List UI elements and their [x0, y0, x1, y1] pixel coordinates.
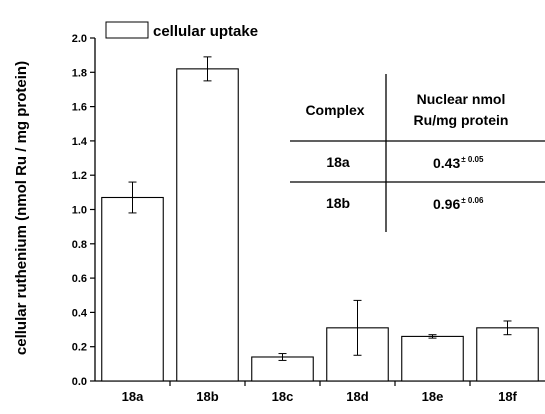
- y-tick-label: 2.0: [72, 33, 87, 45]
- y-tick-label: 0.8: [72, 239, 87, 251]
- bar-18e: [401, 335, 464, 382]
- x-tick-label: 18d: [346, 389, 368, 404]
- table-row-value: 0.96± 0.06: [433, 196, 484, 212]
- bar-18b: [176, 68, 239, 382]
- y-tick-label: 1.4: [72, 136, 88, 148]
- bar-18f: [476, 327, 539, 382]
- x-tick-label: 18a: [122, 389, 144, 404]
- table-row-complex: 18a: [326, 154, 350, 170]
- legend-swatch: [105, 21, 149, 39]
- inset-table: Complex Nuclear nmol Ru/mg protein 18a 0…: [290, 74, 545, 232]
- error-bars: [128, 56, 512, 361]
- table-row-complex: 18b: [326, 195, 350, 211]
- y-tick-label: 1.0: [72, 205, 87, 217]
- table-header-unit: Ru/mg protein: [414, 112, 509, 128]
- table-row-error: ± 0.06: [461, 196, 484, 205]
- table-row-error: ± 0.05: [461, 155, 484, 164]
- x-tick-label: 18f: [498, 389, 517, 404]
- y-axis-label: cellular ruthenium (nmol Ru / mg protein…: [13, 61, 30, 355]
- y-tick-label: 1.2: [72, 170, 87, 182]
- y-tick-label: 0.4: [72, 307, 88, 319]
- bars: [101, 68, 539, 382]
- y-tick-label: 0.0: [72, 376, 87, 388]
- bar-18a: [101, 196, 164, 382]
- y-ticks: 0.0 0.2 0.4 0.6 0.8 1.0 1.2 1.4 1.6 1.8 2.0: [72, 33, 95, 388]
- legend-label: cellular uptake: [153, 23, 258, 40]
- y-tick-label: 0.6: [72, 273, 87, 285]
- y-tick-label: 1.8: [72, 67, 87, 79]
- table-row-value: 0.43± 0.05: [433, 155, 484, 171]
- table-row-number: 0.43: [433, 155, 460, 171]
- x-tick-label: 18e: [422, 389, 444, 404]
- y-tick-label: 1.6: [72, 102, 87, 114]
- x-tick-label: 18b: [196, 389, 218, 404]
- x-tick-label: 18c: [272, 389, 294, 404]
- table-header-complex: Complex: [305, 102, 364, 118]
- x-ticks: 18a 18b 18c 18d 18e 18f: [122, 381, 518, 404]
- table-header-nuclear: Nuclear nmol: [417, 91, 506, 107]
- y-tick-label: 0.2: [72, 342, 87, 354]
- table-row-number: 0.96: [433, 196, 460, 212]
- legend: cellular uptake: [105, 21, 258, 40]
